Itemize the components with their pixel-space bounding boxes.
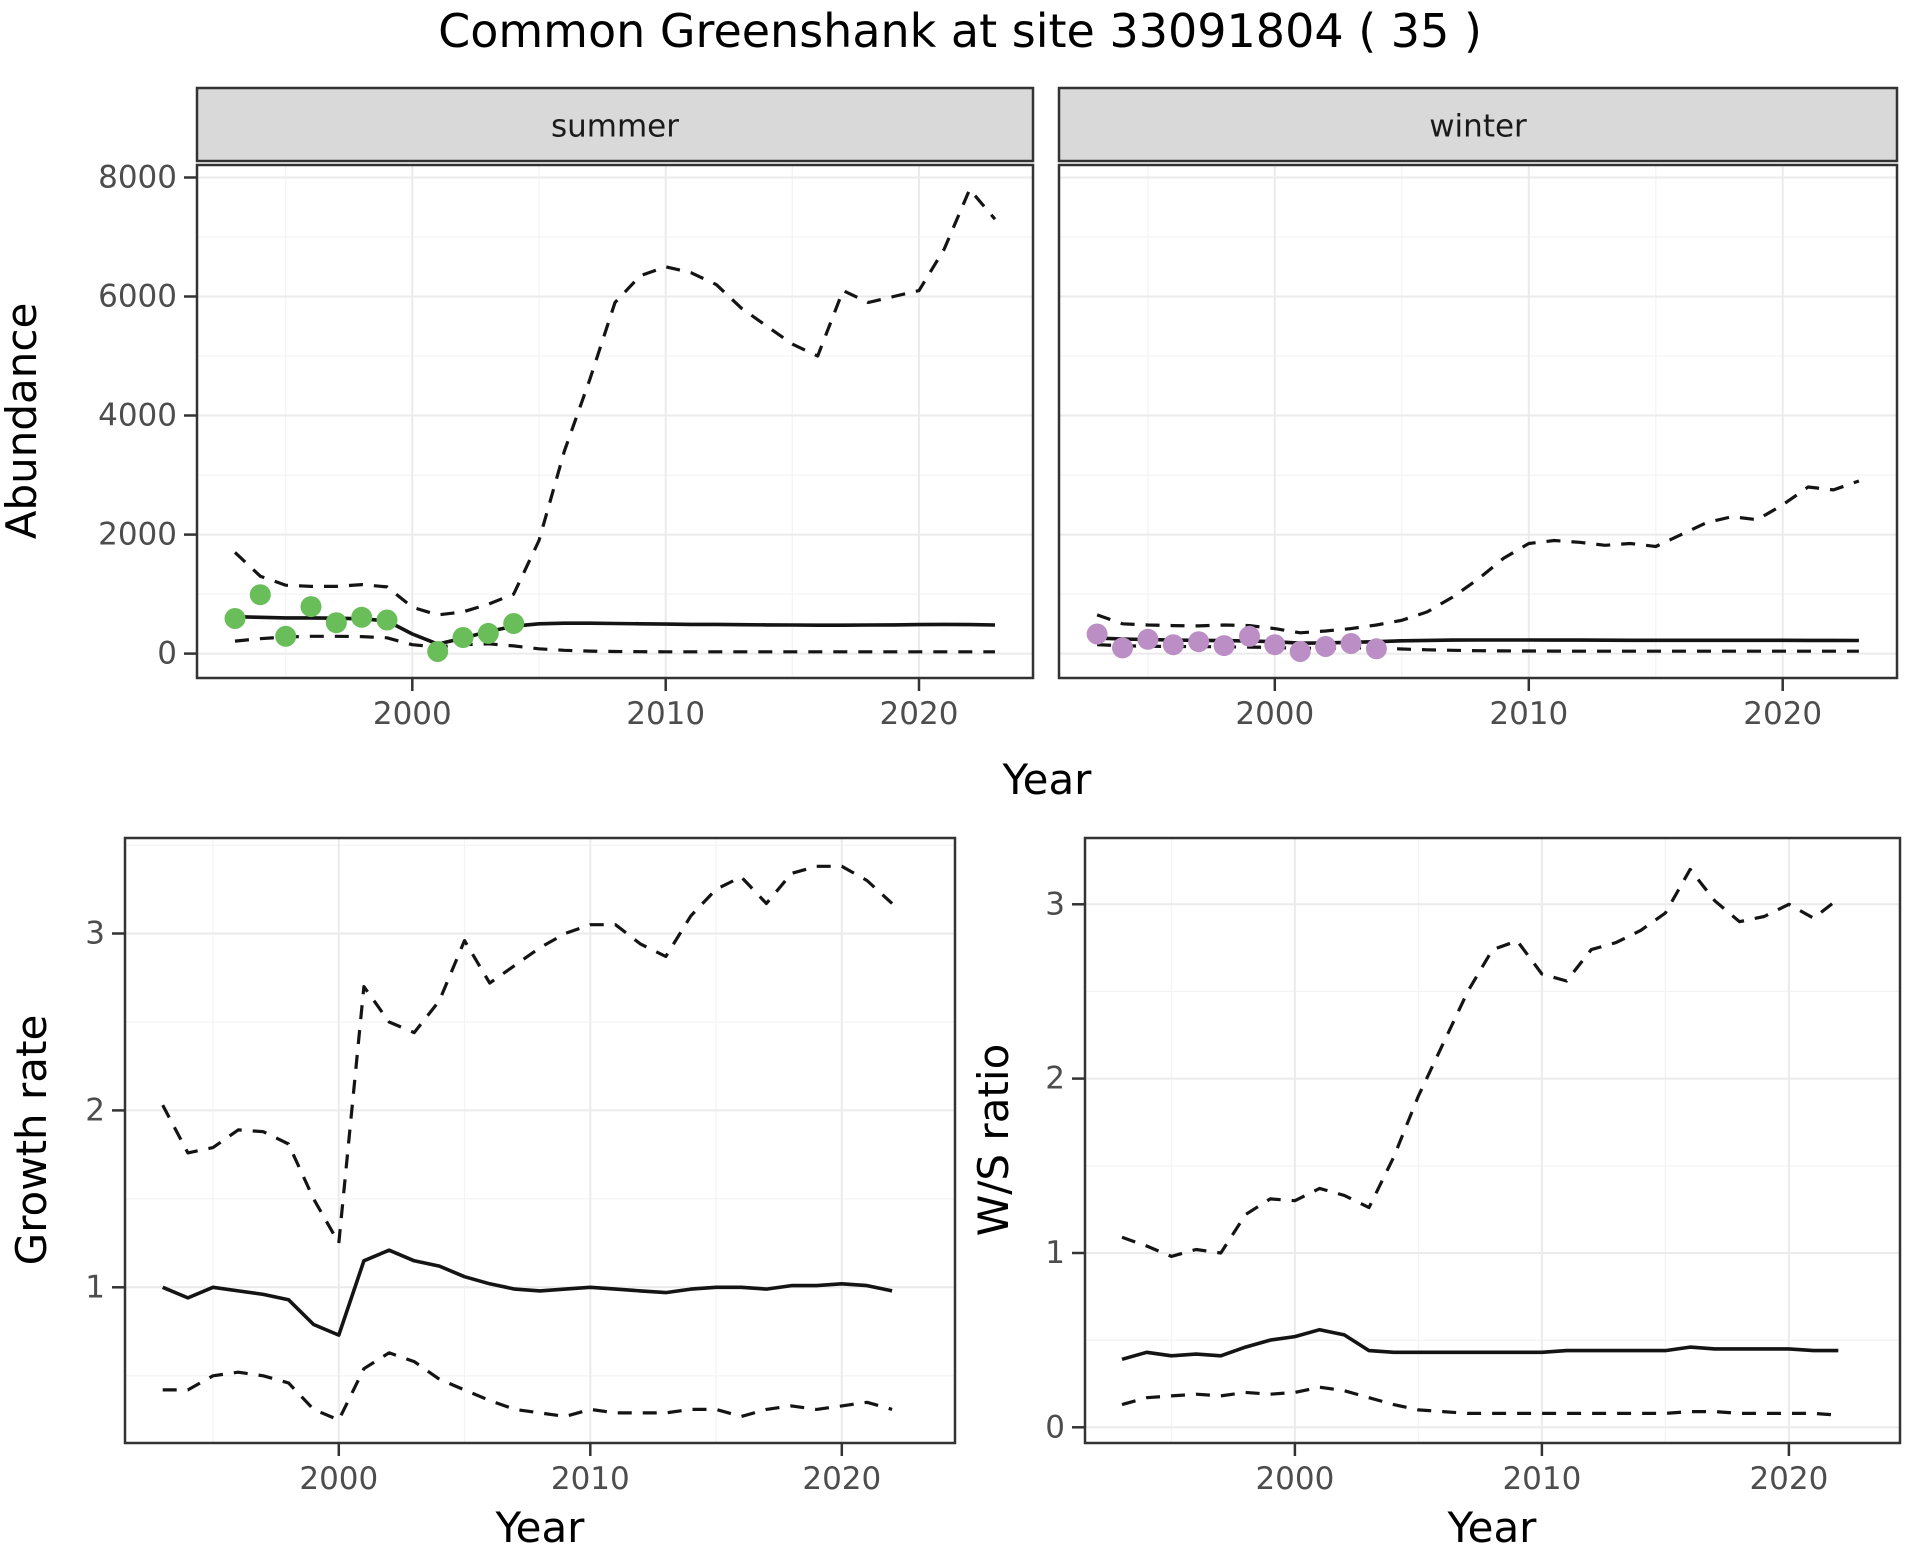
- panel-border: [195, 163, 1035, 680]
- y-tick-label: 3: [1045, 886, 1065, 922]
- winter-observed-counts-point: [1264, 634, 1286, 656]
- panel-background: [1059, 165, 1897, 678]
- facet-strip-label: winter: [1429, 109, 1527, 145]
- panel-border: [1057, 163, 1899, 680]
- ws-lower-ci-line: [1121, 1385, 1839, 1417]
- y-tick-label: 0: [157, 636, 177, 672]
- x-tick-label: 2020: [880, 696, 959, 732]
- x-tick-label: 2010: [1489, 696, 1568, 732]
- y-axis-title: W/S ratio: [969, 1044, 1018, 1237]
- panel-border: [1083, 836, 1902, 1445]
- winter-observed-counts-point: [1340, 633, 1362, 654]
- winter-observed-counts-point: [1239, 625, 1260, 647]
- facet-strip: [195, 86, 1035, 163]
- summer-observed-counts-point: [427, 641, 449, 662]
- winter-observed-counts-point: [1289, 641, 1311, 662]
- x-axis-title: Year: [495, 1503, 586, 1552]
- ws-upper-ci-line: [1121, 867, 1840, 1259]
- growth-rate-chart: 2000 2010 2020 1 2 3 Year Growth rate: [7, 836, 957, 1552]
- winter-observed-counts-point: [1188, 631, 1210, 653]
- x-tick-label: 2000: [1235, 696, 1314, 732]
- summer-observed-counts-point: [224, 608, 246, 629]
- facet-strip-label: summer: [551, 109, 679, 145]
- summer-observed-counts-point: [452, 627, 474, 648]
- y-tick-label: 2000: [98, 517, 177, 553]
- ws-median-line: [1121, 1327, 1839, 1362]
- x-tick-label: 2010: [626, 696, 705, 732]
- x-tick-label: 2020: [1749, 1461, 1828, 1497]
- winter-observed-counts-point: [1162, 634, 1184, 656]
- winter-observed-counts-point: [1086, 623, 1108, 645]
- summer-observed-counts-point: [477, 622, 499, 644]
- growth-median-line: [162, 1248, 893, 1337]
- summer-observed-counts-point: [503, 613, 525, 634]
- summer-observed-counts-point: [376, 609, 398, 631]
- y-tick-label: 1: [1045, 1235, 1065, 1271]
- plot-title: Common Greenshank at site 33091804 ( 35 …: [438, 4, 1482, 58]
- x-tick-label: 2000: [299, 1461, 378, 1497]
- summer-observed-counts-point: [249, 584, 271, 606]
- x-axis-title: Year: [1447, 1503, 1538, 1552]
- winter-observed-counts-point: [1315, 636, 1337, 657]
- panel-background: [125, 838, 955, 1443]
- panel-background: [1085, 838, 1900, 1443]
- summer-observed-counts-point: [351, 606, 373, 628]
- abundance-facet-chart: summer 2000 2010 2020 winter 2000 2010 2020 0 200…: [0, 86, 1899, 804]
- x-tick-label: 2010: [551, 1461, 630, 1497]
- summer-observed-counts-point: [325, 612, 347, 634]
- x-tick-label: 2010: [1502, 1461, 1581, 1497]
- panel-background: [197, 165, 1033, 678]
- y-tick-label: 4000: [98, 398, 177, 434]
- y-tick-label: 2: [1045, 1061, 1065, 1097]
- facet-strip: [1057, 86, 1899, 163]
- summer-observed-counts-point: [275, 625, 297, 647]
- panel-border: [123, 836, 957, 1445]
- x-tick-label: 2000: [1255, 1461, 1334, 1497]
- y-tick-label: 8000: [98, 160, 177, 196]
- x-tick-label: 2020: [802, 1461, 881, 1497]
- x-tick-label: 2000: [373, 696, 452, 732]
- ws-ratio-chart: 2000 2010 2020 0 1 2 3 Year W/S ratio: [969, 836, 1902, 1552]
- x-tick-label: 2020: [1743, 696, 1822, 732]
- x-axis-title: Year: [1002, 755, 1093, 804]
- winter-observed-counts-point: [1213, 635, 1235, 657]
- winter-upper-ci-line: [1096, 479, 1860, 635]
- y-tick-label: 3: [85, 916, 105, 952]
- y-tick-label: 2: [85, 1092, 105, 1128]
- growth-lower-ci-line: [162, 1351, 893, 1422]
- summer-lower-ci-line: [234, 634, 995, 654]
- y-axis-title: Abundance: [0, 303, 46, 540]
- y-tick-label: 0: [1045, 1409, 1065, 1445]
- winter-observed-counts-point: [1137, 628, 1159, 650]
- y-axis-title: Growth rate: [7, 1015, 56, 1266]
- y-tick-label: 6000: [98, 279, 177, 315]
- summer-observed-counts-point: [300, 596, 322, 618]
- winter-observed-counts-point: [1112, 637, 1133, 659]
- summer-upper-ci-line: [233, 187, 997, 617]
- winter-observed-counts-point: [1365, 638, 1387, 660]
- y-tick-label: 1: [85, 1269, 105, 1305]
- growth-upper-ci-line: [161, 864, 894, 1245]
